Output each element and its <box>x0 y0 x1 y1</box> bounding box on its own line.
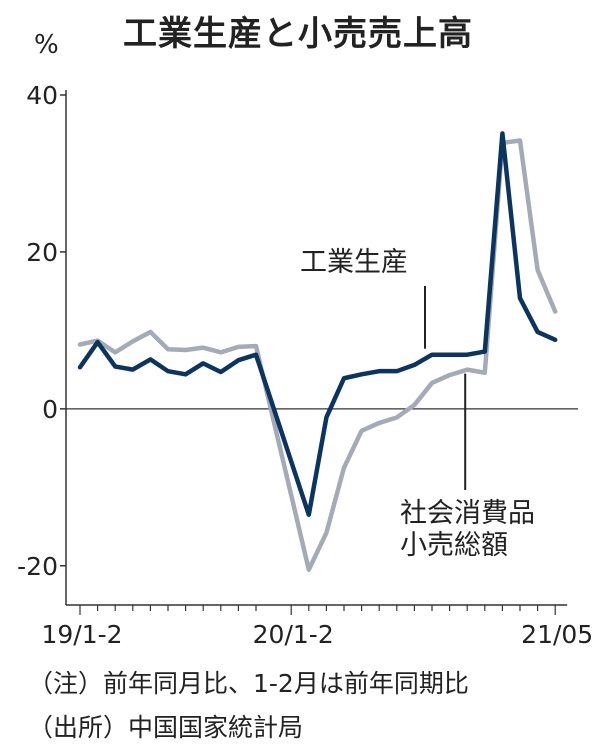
x-tick-label: 20/1-2 <box>253 620 334 649</box>
y-tick-label: 0 <box>42 395 58 424</box>
y-tick-label: -20 <box>17 552 58 581</box>
source-note: （出所）中国国家統計局 <box>28 713 304 742</box>
x-tick-label: 19/1-2 <box>41 620 122 649</box>
footnote: （注）前年同月比、1-2月は前年同期比 <box>28 669 469 698</box>
y-axis-unit: % <box>34 30 59 60</box>
chart-axes: 40 20 0 -20 19/1-2 20/1-2 21/05 <box>17 81 593 649</box>
series-line <box>77 138 558 572</box>
x-tick-label: 21/05 <box>521 620 593 649</box>
annotation-label: 社会消費品 <box>400 498 535 529</box>
annotation-label: 小売総額 <box>400 530 508 561</box>
chart-title: 工業生産と小売売上高 <box>123 14 473 54</box>
series-line <box>77 131 558 518</box>
chart-series <box>77 131 558 572</box>
annotation-label: 工業生産 <box>300 247 408 278</box>
y-tick-label: 20 <box>26 238 58 267</box>
y-tick-label: 40 <box>26 81 58 110</box>
